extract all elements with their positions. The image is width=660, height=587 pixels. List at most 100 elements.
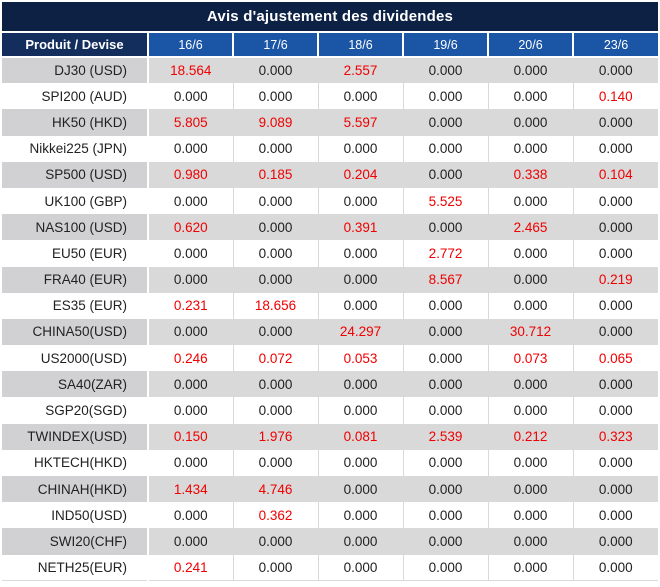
date-column-header: 19/6 xyxy=(402,33,488,58)
dividend-value: 0.000 xyxy=(572,528,658,555)
date-column-header: 23/6 xyxy=(572,33,658,58)
product-name: FRA40 (EUR) xyxy=(2,266,149,293)
dividend-value: 0.000 xyxy=(572,109,658,136)
dividend-value: 0.000 xyxy=(232,240,318,267)
dividend-value: 0.000 xyxy=(487,266,573,293)
product-name: SPI200 (AUD) xyxy=(2,83,149,110)
dividend-value: 0.185 xyxy=(232,161,318,188)
table-row: FRA40 (EUR) 0.000 0.000 0.000 8.567 0.000 0.21… xyxy=(2,266,658,293)
dividend-value: 0.000 xyxy=(147,135,233,162)
dividend-value: 2.772 xyxy=(402,240,488,267)
dividend-value: 0.000 xyxy=(572,240,658,267)
dividend-value: 0.000 xyxy=(572,554,658,582)
dividend-value: 0.000 xyxy=(317,554,403,582)
dividend-value: 0.000 xyxy=(147,449,233,476)
dividend-value: 0.000 xyxy=(147,397,233,424)
dividend-value: 0.000 xyxy=(402,135,488,162)
dividend-value: 0.000 xyxy=(147,502,233,529)
product-name: SGP20(SGD) xyxy=(2,397,149,424)
dividend-value: 0.000 xyxy=(572,397,658,424)
dividend-value: 0.000 xyxy=(402,502,488,529)
dividend-value: 0.000 xyxy=(572,476,658,503)
dividend-value: 0.000 xyxy=(232,318,318,346)
dividend-value: 18.656 xyxy=(232,292,318,319)
product-name: IND50(USD) xyxy=(2,502,149,529)
product-name: SP500 (USD) xyxy=(2,161,149,188)
table-body: DJ30 (USD) 18.564 0.000 2.557 0.000 0.000 0.00… xyxy=(2,57,658,582)
dividend-value: 0.212 xyxy=(487,423,573,450)
product-name: NAS100 (USD) xyxy=(2,214,149,241)
table-row: Nikkei225 (JPN) 0.000 0.000 0.000 0.000 0.000… xyxy=(2,135,658,162)
date-column-header: 17/6 xyxy=(232,33,318,58)
dividend-value: 0.000 xyxy=(402,345,488,372)
dividend-value: 0.000 xyxy=(572,371,658,398)
product-name: TWINDEX(USD) xyxy=(2,423,149,450)
table-row: US2000(USD) 0.246 0.072 0.053 0.000 0.073 0.06… xyxy=(2,345,658,372)
table-row: ES35 (EUR) 0.231 18.656 0.000 0.000 0.000 0.00… xyxy=(2,292,658,319)
dividend-value: 0.000 xyxy=(572,57,658,84)
dividend-value: 9.089 xyxy=(232,109,318,136)
dividend-value: 0.000 xyxy=(487,57,573,84)
dividend-value: 2.465 xyxy=(487,214,573,241)
dividend-value: 0.000 xyxy=(317,528,403,555)
dividend-value: 5.597 xyxy=(317,109,403,136)
dividend-value: 30.712 xyxy=(487,318,573,346)
product-name: HKTECH(HKD) xyxy=(2,449,149,476)
product-name: US2000(USD) xyxy=(2,345,149,372)
dividend-value: 0.000 xyxy=(317,266,403,293)
dividend-value: 0.620 xyxy=(147,214,233,241)
dividend-value: 0.000 xyxy=(232,554,318,582)
table-row: HK50 (HKD) 5.805 9.089 5.597 0.000 0.000 0.000 xyxy=(2,109,658,136)
dividend-value: 0.000 xyxy=(232,83,318,110)
table-row: NETH25(EUR) 0.241 0.000 0.000 0.000 0.000 0.00… xyxy=(2,554,658,582)
dividend-value: 0.000 xyxy=(402,57,488,84)
dividend-value: 0.000 xyxy=(147,528,233,555)
dividend-value: 0.000 xyxy=(402,476,488,503)
product-name: Nikkei225 (JPN) xyxy=(2,135,149,162)
dividend-value: 0.219 xyxy=(572,266,658,293)
dividend-value: 0.241 xyxy=(147,554,233,582)
table-row: CHINAH(HKD) 1.434 4.746 0.000 0.000 0.000 0.00… xyxy=(2,476,658,503)
dividend-value: 0.000 xyxy=(232,528,318,555)
dividend-value: 0.000 xyxy=(402,214,488,241)
dividend-value: 0.000 xyxy=(232,187,318,215)
table-row: SPI200 (AUD) 0.000 0.000 0.000 0.000 0.000 0.1… xyxy=(2,83,658,110)
date-column-header: 20/6 xyxy=(487,33,573,58)
dividend-value: 0.065 xyxy=(572,345,658,372)
table-row: DJ30 (USD) 18.564 0.000 2.557 0.000 0.000 0.00… xyxy=(2,57,658,84)
dividend-value: 0.000 xyxy=(402,371,488,398)
dividend-value: 0.000 xyxy=(487,109,573,136)
dividend-value: 0.000 xyxy=(487,240,573,267)
dividend-value: 0.081 xyxy=(317,423,403,450)
dividend-value: 0.000 xyxy=(147,266,233,293)
dividend-value: 0.000 xyxy=(402,318,488,346)
product-name: ES35 (EUR) xyxy=(2,292,149,319)
dividend-value: 0.000 xyxy=(147,371,233,398)
table-row: TWINDEX(USD) 0.150 1.976 0.081 2.539 0.212 0.3… xyxy=(2,423,658,450)
dividend-value: 0.204 xyxy=(317,161,403,188)
dividend-value: 0.000 xyxy=(487,397,573,424)
dividend-value: 0.000 xyxy=(147,240,233,267)
dividend-value: 0.000 xyxy=(232,266,318,293)
product-name: CHINA50(USD) xyxy=(2,318,149,346)
table-row: EU50 (EUR) 0.000 0.000 0.000 2.772 0.000 0.000 xyxy=(2,240,658,267)
dividend-value: 0.391 xyxy=(317,214,403,241)
dividend-table: Produit / Devise 16/6 17/6 18/6 19/6 20/… xyxy=(2,33,658,582)
page-title: Avis d'ajustement des dividendes xyxy=(206,8,454,25)
product-name: EU50 (EUR) xyxy=(2,240,149,267)
dividend-value: 0.000 xyxy=(487,554,573,582)
dividend-value: 0.000 xyxy=(487,371,573,398)
dividend-value: 0.000 xyxy=(487,292,573,319)
dividend-value: 0.000 xyxy=(317,371,403,398)
dividend-value: 0.000 xyxy=(317,292,403,319)
dividend-value: 0.000 xyxy=(487,83,573,110)
dividend-value: 1.434 xyxy=(147,476,233,503)
dividend-value: 0.000 xyxy=(402,109,488,136)
table-header: Produit / Devise 16/6 17/6 18/6 19/6 20/… xyxy=(2,33,658,58)
dividend-value: 0.150 xyxy=(147,423,233,450)
table-row: IND50(USD) 0.000 0.362 0.000 0.000 0.000 0.000 xyxy=(2,502,658,529)
dividend-value: 0.231 xyxy=(147,292,233,319)
dividend-value: 0.000 xyxy=(147,83,233,110)
title-bar: Avis d'ajustement des dividendes xyxy=(2,2,658,33)
